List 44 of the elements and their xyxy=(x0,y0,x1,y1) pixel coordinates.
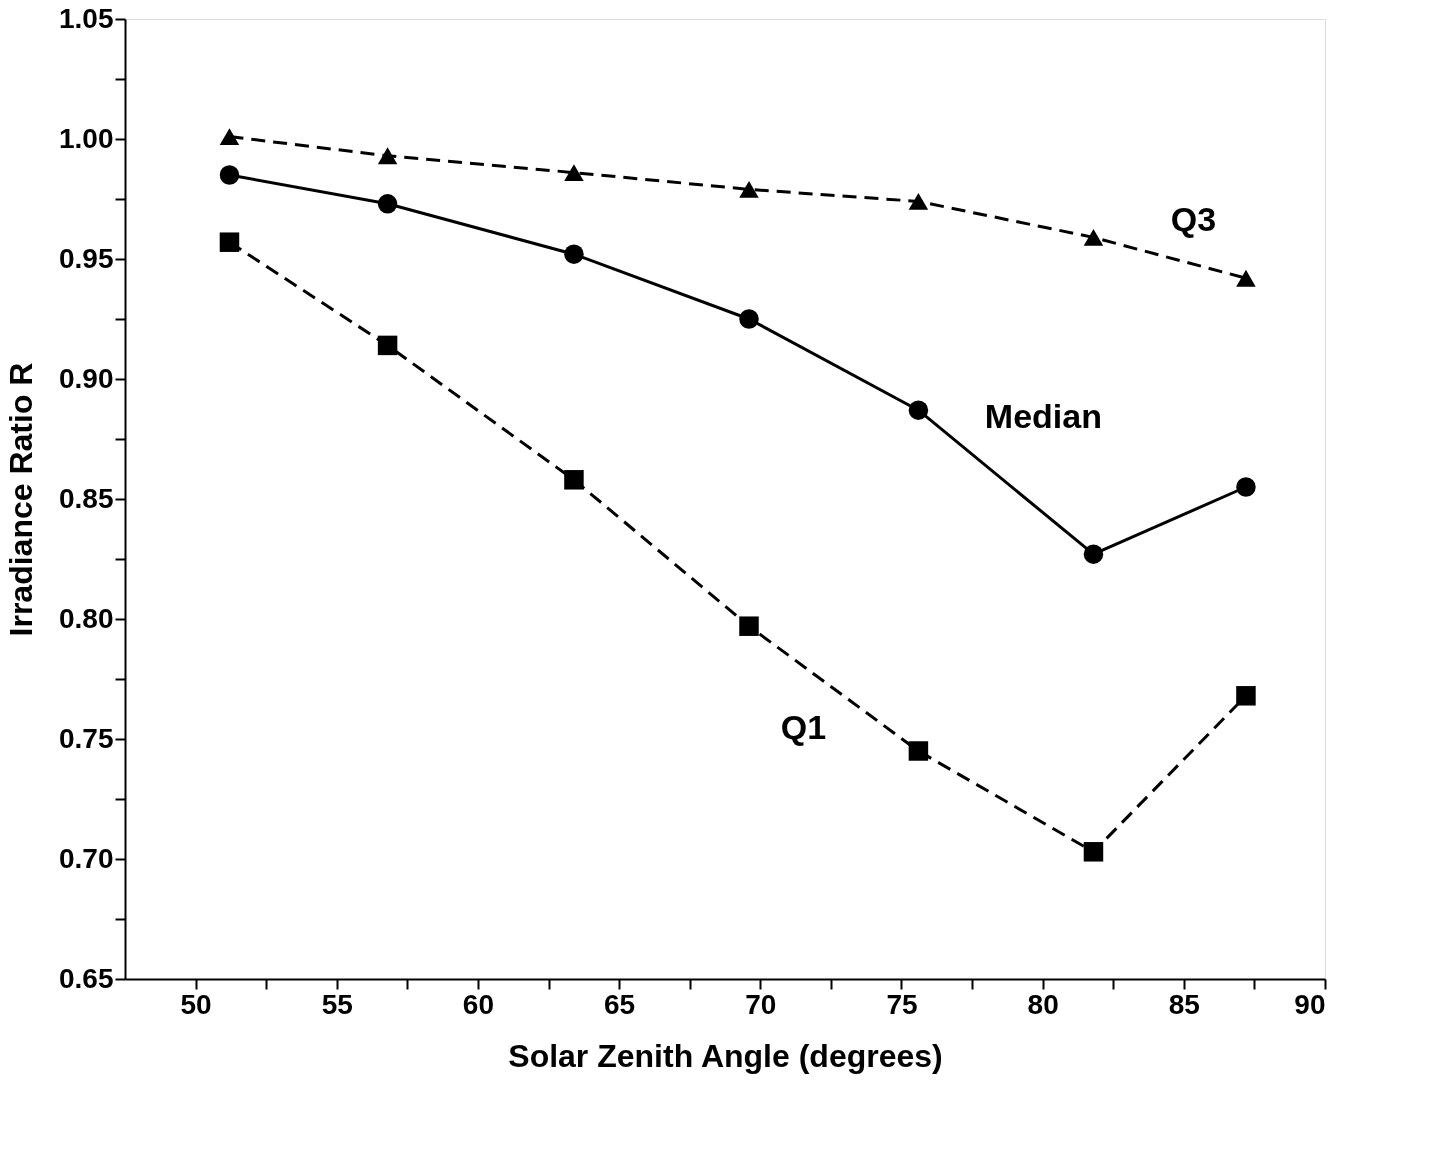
point xyxy=(908,192,929,210)
series-label: Median xyxy=(984,397,1102,436)
point xyxy=(377,335,398,356)
x-tick-label: 75 xyxy=(886,988,918,1020)
x-axis-title: Solar Zenith Angle (degrees) xyxy=(508,1037,943,1074)
x-tick-label: 60 xyxy=(462,988,495,1020)
point xyxy=(377,194,398,214)
point xyxy=(1236,686,1256,706)
y-tick-label: 0.80 xyxy=(59,602,114,634)
point xyxy=(739,616,759,636)
point xyxy=(1236,477,1256,497)
x-tick-label: 55 xyxy=(321,988,353,1020)
point xyxy=(564,470,584,490)
point xyxy=(1236,269,1256,287)
y-tick-label: 0.70 xyxy=(59,842,114,874)
y-tick-label: 1.00 xyxy=(59,122,114,154)
point xyxy=(739,309,759,329)
point xyxy=(219,232,240,252)
series-label: Q3 xyxy=(1170,200,1217,239)
series-label: Q1 xyxy=(780,708,827,746)
point xyxy=(1083,842,1104,862)
point xyxy=(219,128,240,146)
x-tick-label: 65 xyxy=(604,988,636,1020)
point xyxy=(1083,228,1104,246)
y-tick-label: 1.05 xyxy=(59,2,114,34)
x-tick-label: 70 xyxy=(745,988,777,1020)
point xyxy=(564,164,584,182)
point xyxy=(908,741,929,761)
point xyxy=(739,180,759,198)
point xyxy=(1083,544,1104,564)
y-axis-title: Irradiance Ratio R xyxy=(3,362,39,637)
y-tick-label: 0.85 xyxy=(59,482,114,514)
x-tick-label: 50 xyxy=(180,988,212,1020)
point xyxy=(219,165,240,185)
y-tick-label: 0.65 xyxy=(59,962,114,994)
point xyxy=(908,400,929,420)
y-tick-label: 0.90 xyxy=(59,362,114,394)
x-tick-label: 90 xyxy=(1294,988,1326,1020)
point xyxy=(564,244,584,264)
x-tick-label: 80 xyxy=(1027,988,1059,1020)
x-tick-label: 85 xyxy=(1168,988,1200,1020)
point xyxy=(377,147,398,165)
y-tick-label: 0.95 xyxy=(59,242,114,274)
y-tick-label: 0.75 xyxy=(59,722,114,754)
